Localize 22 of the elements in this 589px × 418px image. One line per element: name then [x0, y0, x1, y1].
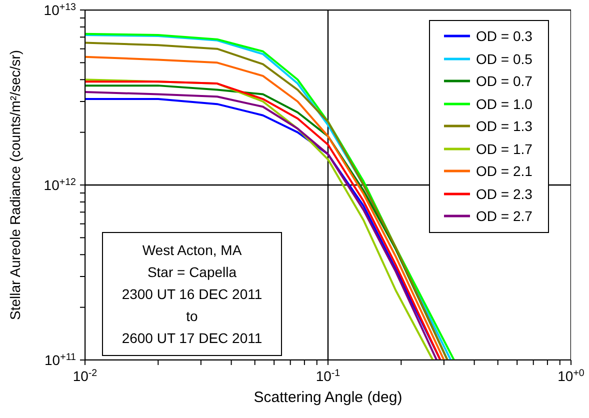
annotation: to	[185, 307, 199, 326]
annotation: 2300 UT 16 DEC 2011	[120, 285, 264, 304]
legend-label: OD = 2.3	[476, 184, 532, 204]
legend-label: OD = 1.0	[476, 94, 532, 114]
annotation: Star = Capella	[146, 263, 238, 282]
legend-label: OD = 0.7	[476, 72, 532, 91]
y-tick-label: 10$^{+13}$	[44, 2, 77, 18]
annotation: 2600 UT 17 DEC 2011	[120, 329, 264, 348]
y-tick-label: 10$^{+12}$	[44, 176, 76, 193]
x-tick-label: 10$^{-1}$	[316, 368, 340, 384]
legend-label: OD = 0.3	[476, 27, 532, 46]
x-tick-label: 10$^{-2}$	[72, 368, 98, 384]
legend-label: OD = 2.7	[476, 207, 532, 226]
legend-label: OD = 2.1	[476, 162, 532, 181]
legend-label: OD = 1.7	[476, 140, 532, 158]
x-tick-label: 10$^{+0}$	[558, 368, 585, 384]
legend-label: OD = 1.3	[476, 117, 532, 136]
y-tick-label: 10$^{+11}$	[44, 352, 76, 368]
annotation: West Acton, MA	[141, 241, 243, 260]
y-axis-title: Stellar Aureole Radiance (counts/m²/sec/sr)	[6, 50, 23, 320]
legend-label: OD = 0.5	[476, 50, 532, 68]
x-axis-title: Scattering Angle (deg)	[254, 389, 402, 406]
